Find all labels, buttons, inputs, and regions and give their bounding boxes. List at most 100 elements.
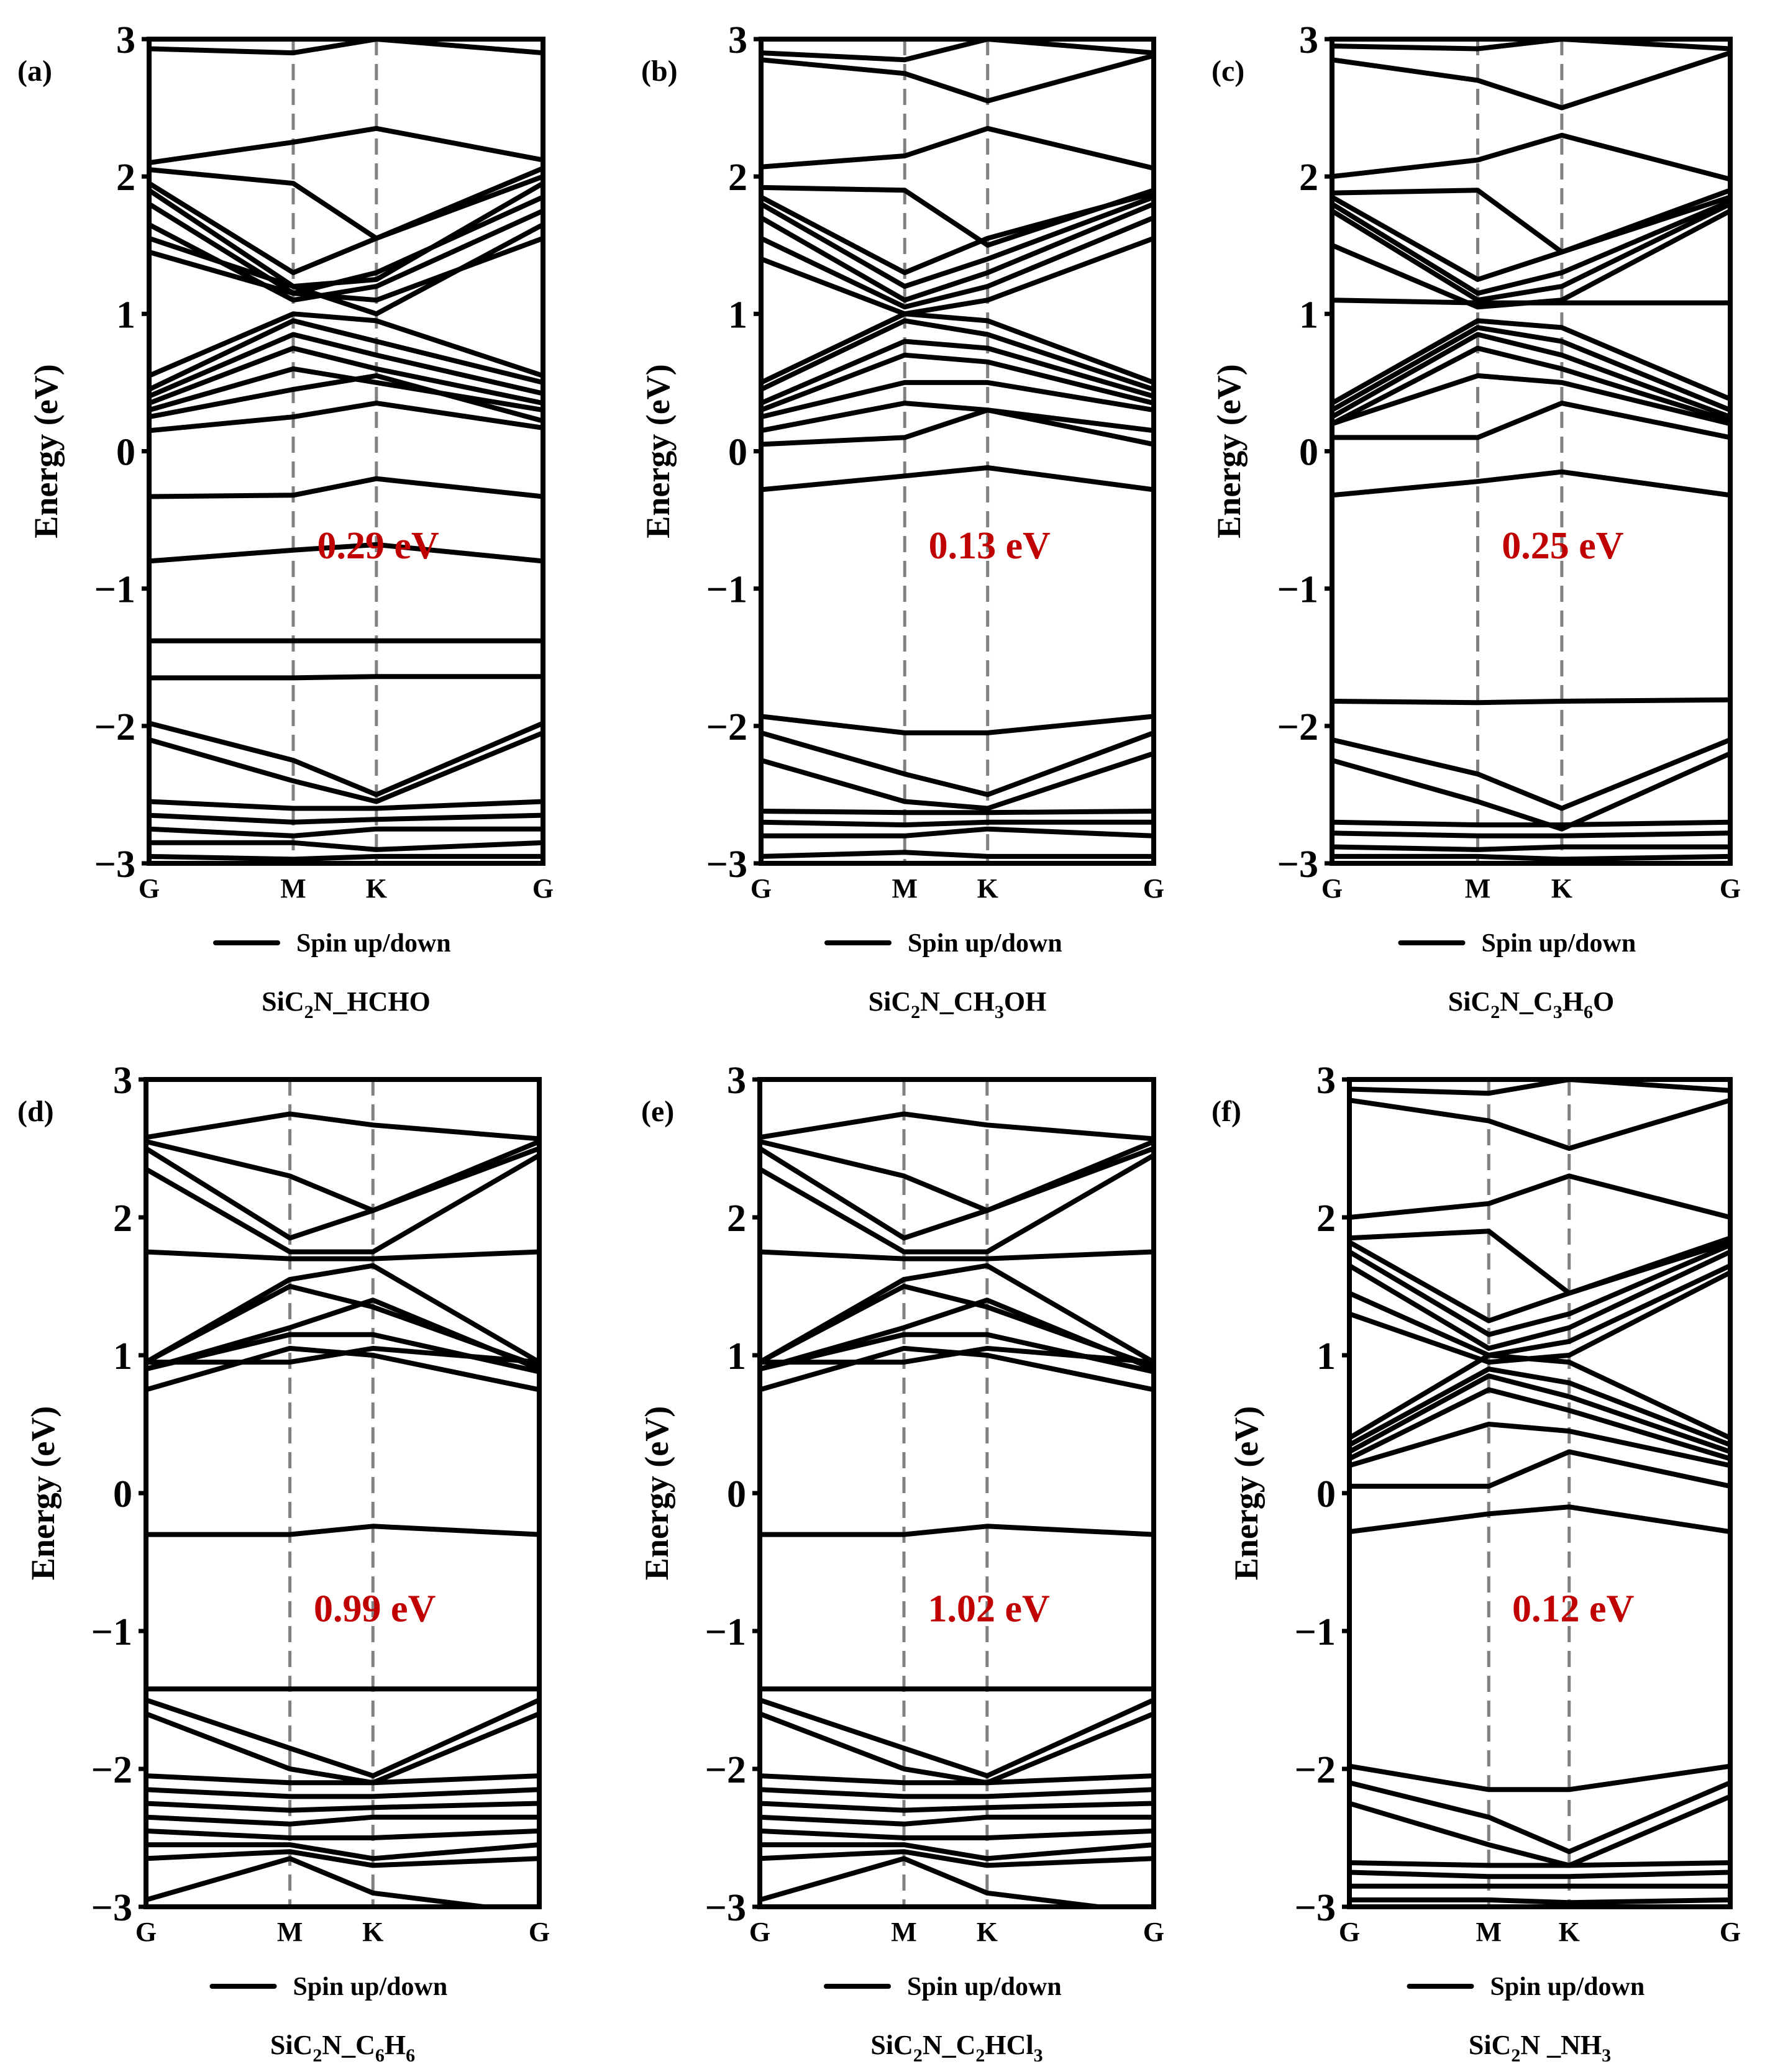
y-tick-label: 3 [1316,1060,1336,1102]
band-line [1349,1240,1730,1324]
y-tick-label: −3 [706,843,747,886]
y-tick-label: 0 [113,1473,132,1515]
band-line [760,1849,1154,1868]
y-tick-label: 0 [728,432,747,474]
band-line [761,215,1154,310]
y-tick-label: 3 [1299,19,1318,61]
band-line [761,819,1154,828]
band-line [760,1153,1154,1255]
band-line [760,1773,1154,1786]
band-line [1332,751,1730,832]
band-line [761,730,1154,797]
legend-label: Spin up/down [296,929,451,958]
panel-title: SiC2​N _NH3​ [1469,2030,1611,2066]
band-line [761,125,1154,171]
band-line [1349,1249,1730,1351]
band-line [1332,298,1730,306]
kpoint-label-G: G [1143,873,1164,904]
band-line [149,720,543,797]
band-line [760,1814,1154,1827]
y-tick-label: 1 [1299,294,1318,336]
panel-label: (a) [17,55,52,88]
bands [146,1111,539,1907]
bands [760,1111,1154,1907]
y-axis-label: Energy (eV) [24,1406,62,1580]
band-line [146,1711,539,1786]
band-line [146,1138,539,1213]
band-line [761,407,1154,447]
y-tick-label: −2 [91,1749,132,1791]
y-tick-label: 2 [728,157,747,199]
y-tick-label: −3 [1277,843,1318,886]
band-line [760,1111,1154,1142]
band-line [149,125,543,165]
panel-label: (e) [641,1095,674,1128]
band-line [1349,1504,1730,1535]
band-line [1332,325,1730,413]
y-tick-label: 0 [116,432,135,474]
band-line [761,318,1154,392]
y-tick-label: 0 [727,1473,746,1515]
band-gap-label: 0.99 eV [314,1588,436,1630]
band-line [149,853,543,862]
band-line [761,850,1154,859]
bands [149,39,543,862]
band-line [146,1842,539,1861]
y-axis-label: Energy (eV) [639,364,677,538]
panel-title: SiC2​N_C6​H6​ [270,2030,415,2066]
kpoint-label-G: G [529,1917,550,1947]
band-line [761,339,1154,406]
kpoint-label-G: G [139,873,160,904]
band-line [146,1697,539,1779]
band-line [760,1801,1154,1813]
kpoint-label-M: M [892,873,918,904]
band-line [1332,469,1730,498]
band-line [760,1842,1154,1861]
kpoint-label-K: K [1559,1917,1580,1947]
band-line [149,39,543,56]
legend-label: Spin up/down [1490,1973,1645,2001]
band-line [1332,132,1730,182]
band-line [1349,1860,1730,1868]
band-line [149,194,543,296]
kpoint-label-G: G [1321,873,1343,904]
band-gap-label: 1.02 eV [928,1588,1050,1630]
band-line [149,345,543,406]
band-line [1349,1897,1730,1906]
y-tick-label: −2 [705,1749,746,1791]
band-line [146,1345,539,1365]
band-gap-label: 0.12 eV [1512,1588,1635,1630]
kpoint-label-G: G [750,873,772,904]
kpoint-label-G: G [1339,1917,1360,1947]
band-line [146,1297,539,1372]
band-line [760,1345,1154,1393]
band-line [149,812,543,825]
band-line [761,311,1154,385]
band-line [1349,1173,1730,1220]
band-line [760,1138,1154,1213]
kpoint-label-K: K [362,1917,383,1947]
band-line [146,1249,539,1261]
y-tick-label: 1 [727,1335,746,1378]
band-line [1332,401,1730,440]
band-line [760,1297,1154,1372]
band-line [761,401,1154,434]
y-tick-label: −1 [705,1611,746,1653]
band-line [149,311,543,378]
band-line [146,1856,504,1907]
band-gap-label: 0.13 eV [929,525,1051,567]
band-line [761,194,1154,289]
band-line [146,1787,539,1799]
y-tick-label: 3 [116,19,135,61]
y-tick-label: 0 [1299,432,1318,474]
y-tick-label: 2 [113,1197,132,1240]
band-line [149,332,543,399]
kpoint-label-M: M [1465,873,1491,904]
bands [761,39,1154,859]
band-line [761,201,1154,303]
y-tick-label: −2 [706,706,747,748]
band-line [1332,697,1730,706]
